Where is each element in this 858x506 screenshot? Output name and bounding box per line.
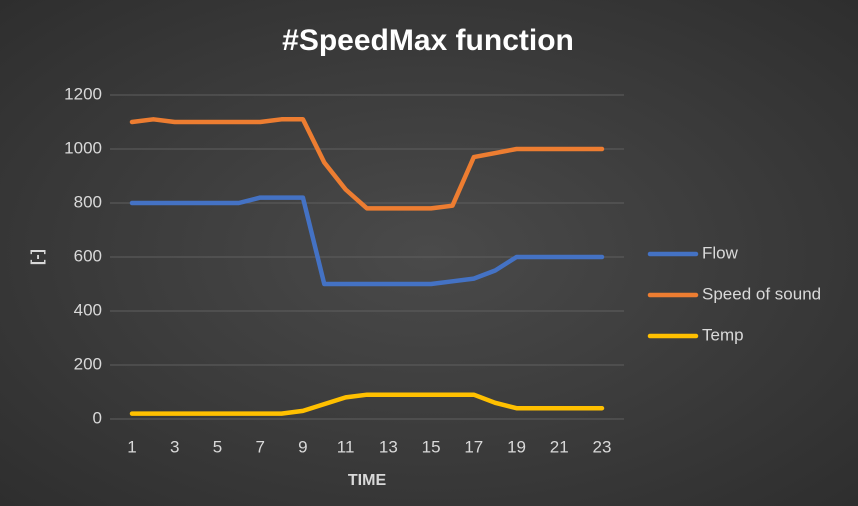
y-tick-label: 0: [93, 408, 102, 427]
x-tick-label: 23: [593, 437, 612, 456]
x-tick-label: 11: [337, 437, 355, 456]
y-tick-label: 800: [74, 192, 102, 211]
legend-label: Speed of sound: [702, 284, 821, 303]
x-tick-label: 7: [255, 437, 264, 456]
y-tick-label: 1200: [64, 84, 102, 103]
line-series: [129, 392, 605, 416]
x-tick-label: 3: [170, 437, 179, 456]
y-tick-label: 600: [74, 246, 102, 265]
y-axis-title: [-]: [29, 249, 46, 265]
line-series: [129, 195, 605, 287]
x-tick-label: 17: [464, 437, 483, 456]
x-tick-label: 1: [127, 437, 136, 456]
line-series: [129, 117, 605, 211]
y-tick-label: 1000: [64, 138, 102, 157]
x-tick-label: 15: [422, 437, 441, 456]
y-tick-label: 200: [74, 354, 102, 373]
x-tick-label: 21: [550, 437, 569, 456]
legend-label: Flow: [702, 243, 739, 262]
x-tick-label: 9: [298, 437, 307, 456]
x-tick-label: 5: [213, 437, 222, 456]
x-tick-label: 13: [379, 437, 398, 456]
x-axis-title: TIME: [348, 472, 387, 489]
y-tick-label: 400: [74, 300, 102, 319]
legend-label: Temp: [702, 325, 744, 344]
x-tick-label: 19: [507, 437, 526, 456]
chart-title: #SpeedMax function: [282, 24, 574, 57]
